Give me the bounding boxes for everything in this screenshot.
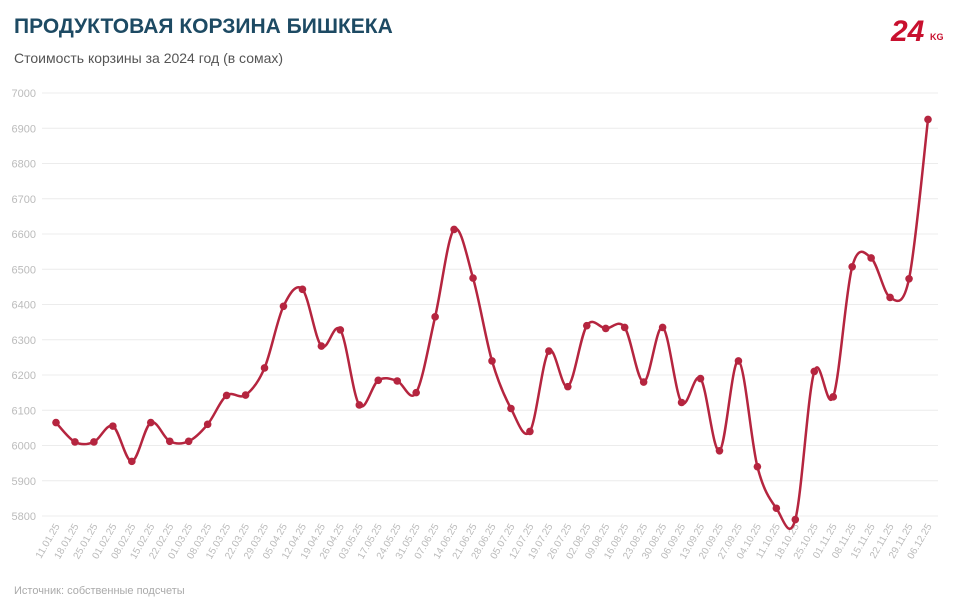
point [71, 438, 79, 446]
point [848, 262, 856, 271]
y-tick-label: 6800 [12, 159, 36, 171]
point [374, 376, 383, 385]
point [165, 437, 174, 446]
point [431, 313, 439, 321]
point [677, 398, 686, 407]
y-tick-label: 6900 [12, 123, 36, 135]
line [55, 119, 930, 530]
point [184, 437, 193, 446]
point [317, 342, 326, 350]
point [450, 225, 458, 234]
y-tick-label: 6700 [12, 194, 36, 206]
y-tick-label: 5900 [12, 476, 36, 488]
point [564, 382, 572, 391]
point [90, 438, 98, 446]
point [886, 293, 894, 302]
y-tick-label: 6000 [12, 441, 36, 453]
point [260, 364, 269, 372]
point [279, 302, 288, 311]
point [507, 404, 515, 413]
point [412, 388, 420, 397]
y-tick-label: 5800 [12, 511, 36, 523]
chart-title: ПРОДУКТОВАЯ КОРЗИНА БИШКЕКА [14, 15, 393, 38]
logo: 24 [890, 15, 925, 48]
point [582, 321, 591, 330]
point [867, 254, 875, 262]
logo-suffix: KG [930, 32, 944, 42]
point [109, 422, 117, 430]
point [298, 285, 307, 294]
point [791, 515, 800, 524]
point [620, 323, 629, 332]
point [829, 393, 838, 401]
point [488, 357, 496, 365]
point [810, 367, 819, 376]
point [128, 457, 136, 466]
chart-subtitle: Стоимость корзины за 2024 год (в сомах) [14, 50, 283, 66]
point [393, 377, 402, 385]
y-tick-label: 6600 [12, 229, 36, 241]
y-tick-label: 7000 [12, 88, 36, 100]
y-tick-label: 6400 [12, 300, 36, 312]
point [469, 274, 477, 282]
y-tick-label: 6100 [12, 405, 36, 417]
point [696, 374, 705, 383]
point [601, 324, 610, 333]
point [734, 357, 743, 365]
point [753, 462, 762, 471]
point [241, 391, 250, 399]
point [545, 347, 553, 355]
point [772, 504, 781, 513]
point [146, 418, 155, 427]
point [924, 115, 932, 124]
y-tick-label: 6200 [12, 370, 36, 382]
point [639, 378, 648, 386]
y-tick-label: 6300 [12, 335, 36, 347]
source: Источник: собственные подсчеты [14, 585, 185, 597]
point [658, 323, 667, 332]
point [52, 418, 60, 427]
y-tick-label: 6500 [12, 264, 36, 276]
point [526, 427, 534, 436]
point [355, 401, 364, 409]
point [715, 446, 724, 455]
point [222, 391, 231, 400]
point [203, 420, 212, 429]
point [336, 326, 345, 334]
point [905, 274, 913, 283]
